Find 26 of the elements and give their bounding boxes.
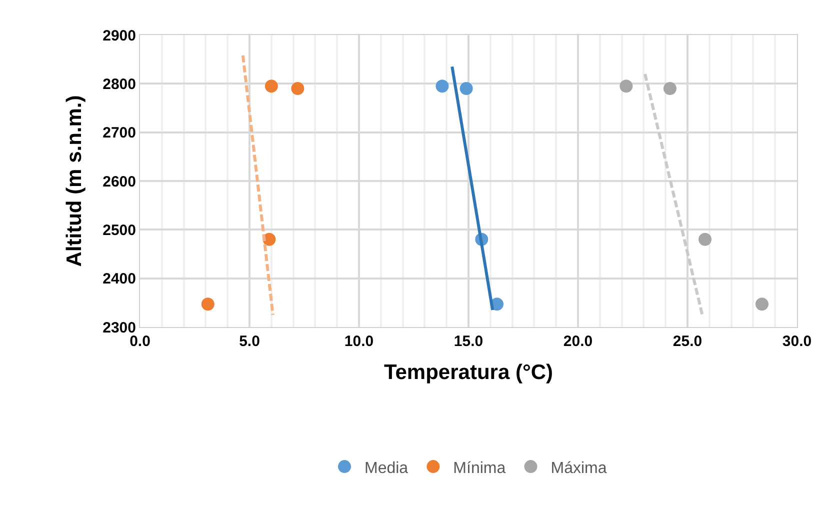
point	[460, 82, 473, 96]
legend-label: Mínima	[453, 460, 506, 477]
x-tick-label: 25.0	[672, 333, 702, 350]
y-tick-label: 2500	[102, 222, 136, 239]
y-tick-label: 2400	[102, 270, 136, 288]
point	[436, 80, 449, 93]
x-tick-label: 5.0	[239, 333, 260, 350]
point	[663, 82, 676, 96]
x-tick-label: 20.0	[563, 333, 593, 350]
point	[698, 232, 712, 246]
point	[755, 298, 768, 311]
point	[264, 80, 278, 93]
x-axis-title: Temperatura (°C)	[384, 361, 554, 384]
legend-label: Máxima	[550, 460, 607, 477]
y-tick-label: 2700	[102, 124, 136, 142]
y-tick-label: 2900	[102, 27, 136, 44]
x-tick-label: 30.0	[782, 333, 812, 350]
point	[620, 80, 633, 93]
y-tick-label: 2600	[102, 173, 136, 190]
y-tick-label: 2800	[102, 76, 136, 93]
x-tick-label: 15.0	[454, 333, 484, 350]
point	[201, 298, 214, 311]
x-tick-label: 10.0	[344, 333, 374, 350]
y-axis-title: Altitud (m s.n.m.)	[62, 95, 86, 267]
point	[291, 82, 304, 96]
legend-label: Media	[364, 460, 408, 477]
